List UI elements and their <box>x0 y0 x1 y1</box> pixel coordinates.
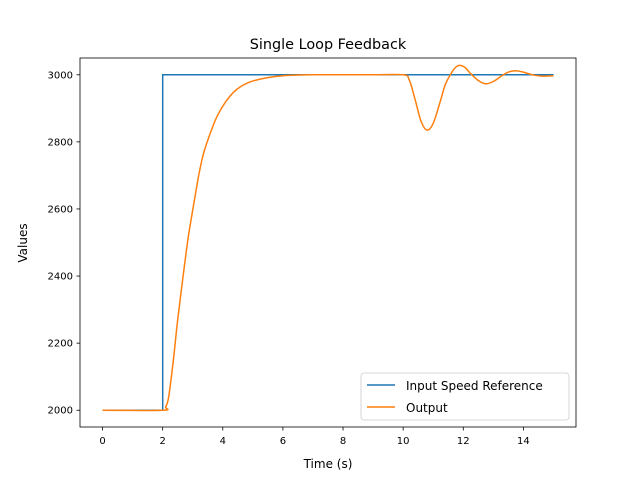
legend-box <box>360 372 570 421</box>
y-tick-label: 2800 <box>48 137 73 148</box>
y-tick-label: 3000 <box>48 70 73 81</box>
y-tick-label: 2600 <box>48 204 73 215</box>
x-tick-label: 0 <box>99 436 105 447</box>
x-tick-label: 10 <box>397 436 410 447</box>
y-tick-label: 2200 <box>48 339 73 350</box>
x-tick-label: 14 <box>517 436 530 447</box>
chart-title: Single Loop Feedback <box>250 37 407 53</box>
x-tick-label: 8 <box>340 436 346 447</box>
y-tick-label: 2400 <box>48 272 73 283</box>
legend-label-output: Output <box>406 401 448 415</box>
x-tick-label: 12 <box>457 436 470 447</box>
y-axis-label: Values <box>16 223 30 262</box>
y-tick-label: 2000 <box>48 406 73 417</box>
x-tick-label: 2 <box>159 436 165 447</box>
x-axis-label: Time (s) <box>303 457 353 471</box>
x-tick-label: 4 <box>220 436 226 447</box>
x-tick-label: 6 <box>280 436 286 447</box>
legend-label-input: Input Speed Reference <box>406 379 543 393</box>
legend: Input Speed Reference Output <box>360 372 570 421</box>
series-line-output <box>102 64 554 412</box>
axes-frame <box>79 57 577 428</box>
